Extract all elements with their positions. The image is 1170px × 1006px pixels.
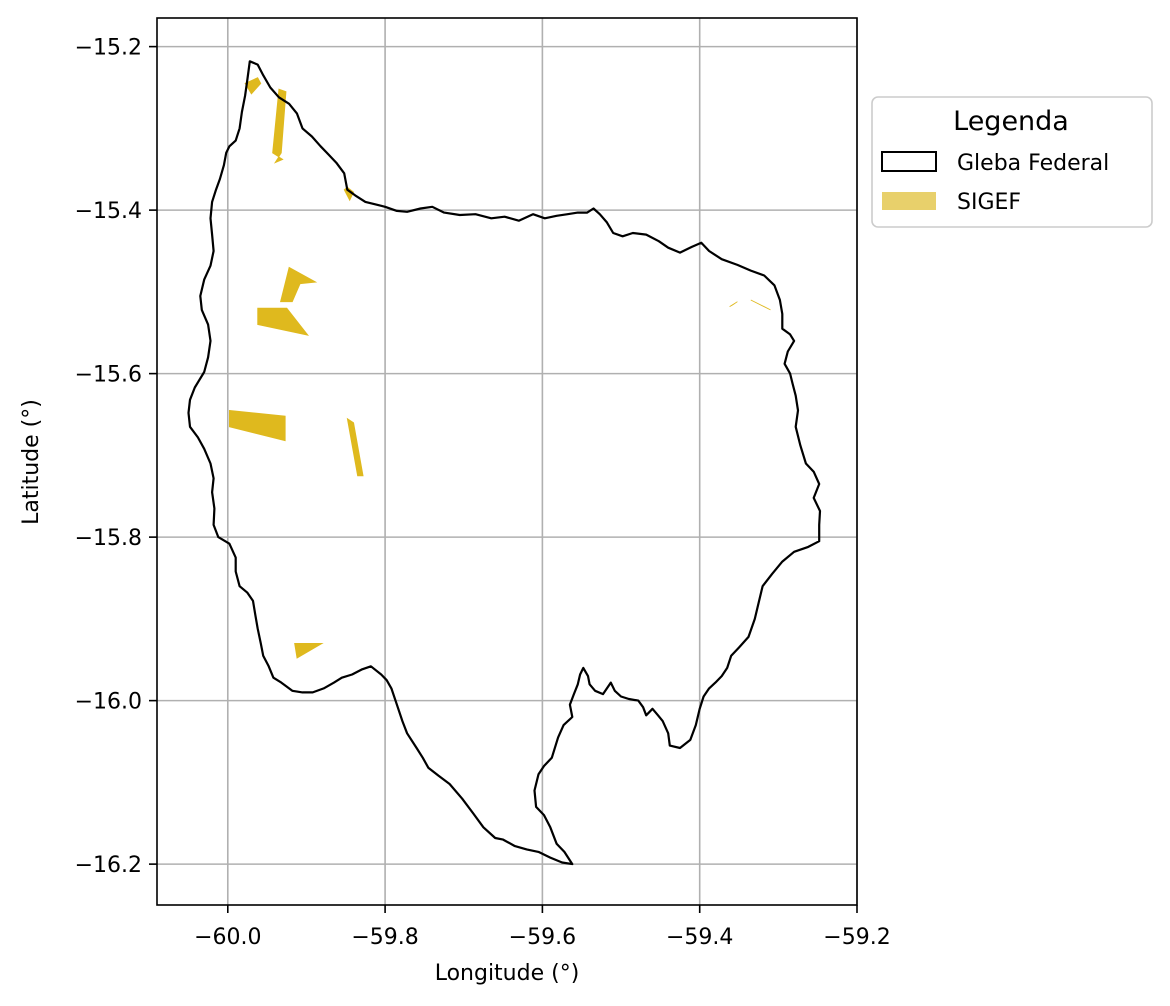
legend-title: Legenda [953, 106, 1069, 137]
sigef-parcel [294, 643, 324, 659]
sigef-layer [229, 77, 771, 659]
sigef-parcel [272, 88, 287, 164]
sigef-parcel [729, 301, 738, 307]
legend-frame [871, 96, 1153, 228]
x-tick-label: −59.8 [351, 925, 418, 950]
y-tick-label: −15.2 [75, 36, 142, 61]
y-axis-label: Latitude (°) [19, 399, 44, 525]
x-tick-label: −59.2 [823, 925, 890, 950]
sigef-parcel [244, 77, 262, 95]
sigef-parcel [279, 266, 318, 303]
y-tick-label: −15.6 [75, 363, 142, 388]
y-tick-label: −16.2 [75, 853, 142, 878]
gleba-federal-boundary [187, 60, 822, 866]
gleba-federal-layer [187, 60, 822, 866]
plot-frame [156, 17, 858, 906]
x-tick-label: −59.6 [509, 925, 576, 950]
sigef-parcel [257, 307, 309, 336]
legend-label-sigef: SIGEF [957, 190, 1021, 215]
sigef-parcel [750, 299, 771, 311]
y-tick-label: −16.0 [75, 690, 142, 715]
grid-lines [157, 18, 858, 905]
legend-swatch-sigef [882, 192, 936, 210]
x-tick-label: −59.4 [666, 925, 733, 950]
legend-label-gleba-federal: Gleba Federal [957, 151, 1109, 176]
axis-ticks: −60.0 −59.8 −59.6 −59.4 −59.2 −15.2 −15.4 −15.6… [75, 36, 891, 950]
x-tick-label: −60.0 [194, 925, 261, 950]
legend-swatch-gleba-federal [881, 151, 937, 172]
y-tick-label: −15.8 [75, 526, 142, 551]
y-tick-label: −15.4 [75, 199, 142, 224]
sigef-parcel [229, 409, 286, 442]
sigef-parcel [346, 417, 364, 477]
legend: Legenda Gleba Federal SIGEF [871, 96, 1153, 228]
plot-area [157, 18, 857, 905]
x-axis-label: Longitude (°) [435, 961, 580, 986]
